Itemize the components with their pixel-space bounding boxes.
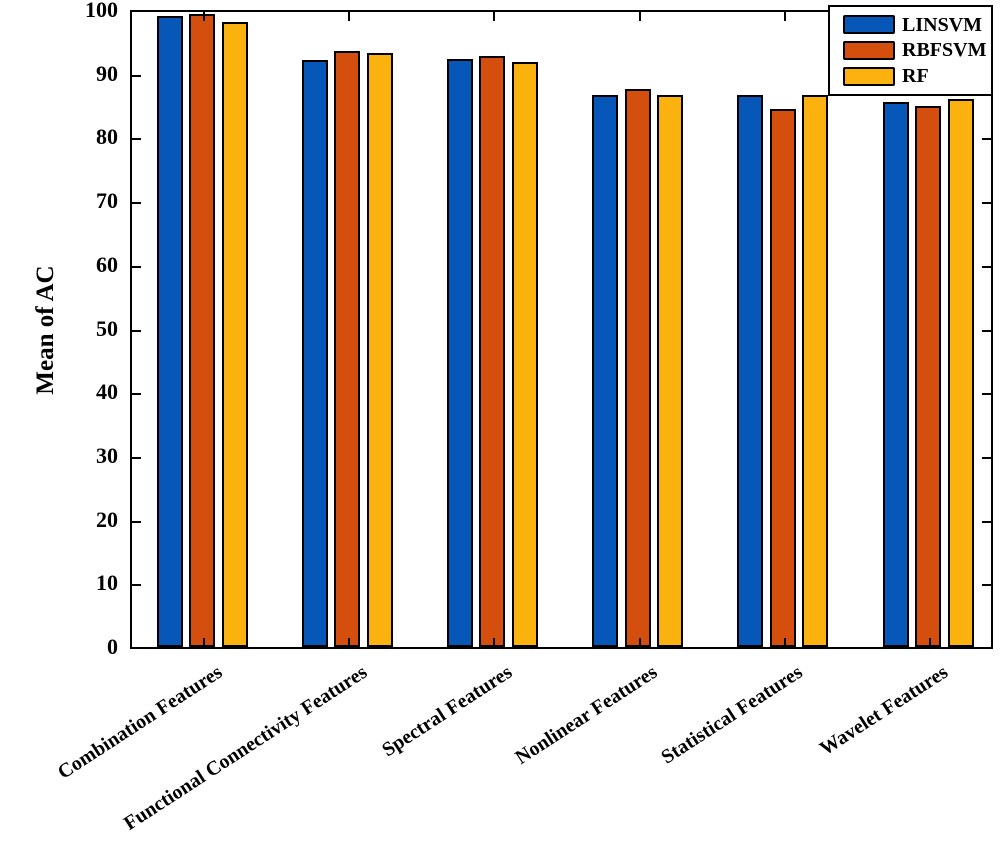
x-tick-bottom [203, 638, 205, 647]
y-tick-left [132, 329, 141, 332]
legend-label-linsvm: LINSVM [902, 13, 983, 36]
y-tick-label: 50 [96, 315, 118, 341]
x-tick-top [783, 12, 786, 21]
bar-rbfsvm-3 [479, 56, 506, 647]
rf-color-swatch [843, 66, 895, 86]
y-tick-left [132, 74, 141, 77]
x-tick-bottom [929, 638, 931, 647]
x-category-label: Nonlinear Features [511, 661, 662, 769]
x-tick-bottom [638, 638, 641, 647]
y-tick-left [132, 202, 141, 205]
y-tick-label: 100 [85, 0, 118, 22]
y-tick-right [982, 584, 991, 587]
y-tick-label: 30 [96, 442, 118, 468]
y-tick-right [982, 202, 991, 205]
rbfsvm-color-swatch [843, 40, 895, 60]
legend-label-rbfsvm: RBFSVM [902, 39, 987, 62]
y-tick-left [132, 584, 141, 587]
y-tick-right [982, 329, 991, 332]
bar-rbfsvm-6 [915, 106, 941, 647]
bar-rf-1 [221, 22, 248, 647]
bar-rbfsvm-2 [334, 51, 361, 647]
bar-rbfsvm-1 [189, 14, 215, 647]
x-tick-bottom [348, 638, 351, 647]
y-tick-label: 20 [96, 506, 118, 532]
y-tick-left [132, 138, 141, 141]
x-category-label: Statistical Features [657, 661, 807, 769]
y-tick-right [982, 520, 991, 523]
bar-linsvm-2 [301, 60, 328, 647]
y-tick-label: 80 [96, 124, 118, 150]
x-tick-top [493, 12, 496, 21]
y-tick-label: 0 [107, 634, 118, 659]
plot-area [130, 10, 993, 649]
legend-item-rbfsvm: RBFSVM [843, 40, 989, 60]
y-tick-label: 60 [96, 251, 118, 277]
y-tick-label: 70 [96, 188, 118, 214]
y-tick-left [132, 265, 141, 268]
x-tick-top [638, 12, 641, 21]
y-tick-right [982, 393, 991, 396]
x-tick-bottom [783, 638, 786, 647]
legend: LINSVM RBFSVM RF [828, 5, 993, 96]
x-category-label: Spectral Features [378, 661, 517, 762]
bar-rbfsvm-4 [624, 89, 651, 647]
bar-linsvm-1 [156, 16, 183, 647]
x-tick-bottom [493, 638, 496, 647]
bar-rf-3 [511, 62, 538, 647]
bar-rf-5 [802, 95, 829, 647]
y-tick-left [132, 393, 141, 396]
legend-item-linsvm: LINSVM [843, 15, 989, 35]
linsvm-color-swatch [843, 15, 895, 35]
y-tick-left [132, 520, 141, 523]
bar-rf-6 [947, 99, 974, 647]
bar-rbfsvm-5 [769, 109, 796, 647]
legend-item-rf: RF [843, 66, 989, 86]
bar-rf-2 [366, 53, 393, 647]
x-category-label: Wavelet Features [815, 661, 952, 761]
bar-linsvm-5 [737, 95, 764, 647]
y-tick-label: 10 [96, 570, 118, 596]
legend-label-rf: RF [902, 65, 929, 88]
x-category-label: Functional Connectivity Features [120, 661, 372, 835]
bar-linsvm-6 [882, 102, 909, 647]
y-tick-right [982, 456, 991, 459]
y-tick-label: 40 [96, 379, 118, 405]
y-tick-left [132, 456, 141, 459]
x-tick-top [203, 12, 205, 21]
y-tick-label: 90 [96, 60, 118, 86]
y-tick-right [982, 265, 991, 268]
bar-linsvm-4 [592, 95, 619, 647]
y-tick-right [982, 138, 991, 141]
x-tick-top [348, 12, 351, 21]
bar-linsvm-3 [446, 59, 473, 647]
bar-rf-4 [657, 95, 684, 647]
